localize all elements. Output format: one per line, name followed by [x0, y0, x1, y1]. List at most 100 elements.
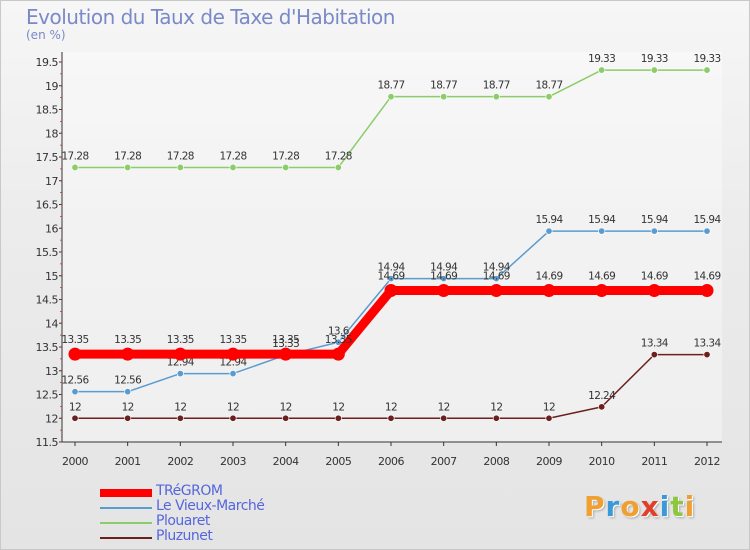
data-label-tregrom: 13.35	[167, 334, 194, 346]
data-label-le-vieux-marche: 13.33	[272, 338, 299, 350]
data-point-le-vieux-marche	[124, 388, 132, 396]
data-label-le-vieux-marche: 15.94	[588, 214, 616, 226]
chart-title: Evolution du Taux de Taxe d'Habitation	[26, 5, 395, 29]
data-label-plouaret: 19.33	[588, 53, 615, 65]
data-point-le-vieux-marche	[545, 227, 553, 235]
data-point-plouaret	[387, 93, 395, 101]
data-label-tregrom: 14.69	[430, 270, 457, 282]
data-point-plouaret	[282, 163, 290, 171]
data-point-plouaret	[71, 163, 79, 171]
y-tick-label: 16.5	[36, 199, 59, 212]
data-point-le-vieux-marche	[229, 370, 237, 378]
y-tick-label: 19.5	[36, 56, 59, 69]
y-tick-label: 13.5	[36, 341, 59, 354]
data-point-pluzunet	[440, 414, 448, 422]
data-label-plouaret: 19.33	[693, 53, 720, 65]
data-point-plouaret	[176, 163, 184, 171]
data-label-le-vieux-marche: 12.56	[114, 375, 142, 387]
data-label-pluzunet: 12	[332, 401, 344, 413]
data-label-plouaret: 17.28	[167, 150, 194, 162]
x-tick-label: 2008	[483, 455, 509, 468]
legend-swatch	[100, 507, 152, 509]
data-point-plouaret	[440, 93, 448, 101]
data-label-pluzunet: 12	[174, 401, 186, 413]
data-label-pluzunet: 12	[69, 401, 81, 413]
logo-letter: r	[605, 490, 621, 523]
legend-label: Le Vieux-Marché	[156, 498, 265, 514]
y-tick-label: 12.5	[36, 389, 59, 402]
legend-label: Plouaret	[156, 513, 210, 529]
data-point-le-vieux-marche	[176, 370, 184, 378]
data-label-tregrom: 13.35	[325, 334, 352, 346]
data-point-plouaret	[229, 163, 237, 171]
y-tick-label: 18.5	[36, 104, 59, 117]
plot-area	[62, 52, 722, 442]
data-point-le-vieux-marche	[598, 227, 606, 235]
data-label-tregrom: 14.69	[377, 270, 404, 282]
data-label-plouaret: 18.77	[377, 80, 404, 92]
y-tick-label: 17	[45, 175, 58, 188]
y-tick-label: 11.5	[36, 436, 59, 449]
data-label-le-vieux-marche: 13.6	[328, 325, 350, 337]
data-label-plouaret: 17.28	[325, 150, 352, 162]
data-label-plouaret: 19.33	[641, 53, 668, 65]
data-label-tregrom: 14.69	[483, 270, 510, 282]
data-point-tregrom	[226, 347, 240, 361]
data-point-le-vieux-marche	[703, 227, 711, 235]
data-label-plouaret: 17.28	[114, 150, 141, 162]
y-tick-label: 14.5	[36, 294, 59, 307]
data-point-plouaret	[124, 163, 132, 171]
data-label-tregrom: 13.35	[61, 334, 88, 346]
legend-swatch	[100, 522, 152, 524]
logo-letter: o	[620, 490, 641, 523]
logo-letter: P	[584, 490, 606, 523]
data-label-pluzunet: 12	[490, 401, 502, 413]
data-point-tregrom	[173, 347, 187, 361]
data-label-pluzunet: 12	[280, 401, 292, 413]
data-label-le-vieux-marche: 15.94	[693, 214, 721, 226]
y-tick-label: 13	[45, 365, 58, 378]
proxiti-logo: Proxiti	[584, 490, 695, 523]
data-point-plouaret	[703, 66, 711, 74]
x-tick-label: 2007	[431, 455, 457, 468]
data-label-pluzunet: 12	[227, 401, 239, 413]
data-label-tregrom: 14.69	[693, 270, 720, 282]
data-point-plouaret	[545, 93, 553, 101]
data-point-plouaret	[492, 93, 500, 101]
x-tick-label: 2010	[589, 455, 615, 468]
data-point-pluzunet	[545, 414, 553, 422]
data-point-tregrom	[542, 283, 556, 297]
y-tick-label: 15.5	[36, 246, 59, 259]
data-label-plouaret: 17.28	[61, 150, 88, 162]
data-label-le-vieux-marche: 14.94	[377, 262, 405, 274]
data-point-tregrom	[489, 283, 503, 297]
data-point-tregrom	[331, 347, 345, 361]
y-tick-label: 17.5	[36, 151, 59, 164]
data-label-plouaret: 17.28	[272, 150, 299, 162]
logo-letter: t	[670, 490, 685, 523]
logo-letter: i	[659, 490, 671, 523]
data-point-le-vieux-marche	[492, 275, 500, 283]
legend-label: TRéGROM	[156, 483, 223, 499]
legend-swatch	[100, 537, 152, 539]
data-label-pluzunet: 12	[438, 401, 450, 413]
data-label-pluzunet: 12	[385, 401, 397, 413]
data-label-pluzunet: 12	[122, 401, 134, 413]
data-label-le-vieux-marche: 12.56	[61, 375, 89, 387]
data-point-plouaret	[598, 66, 606, 74]
x-tick-label: 2004	[273, 455, 299, 468]
data-label-le-vieux-marche: 14.94	[430, 262, 458, 274]
data-label-tregrom: 13.35	[272, 334, 299, 346]
data-label-tregrom: 13.35	[219, 334, 246, 346]
y-tick-label: 16	[45, 222, 58, 235]
data-point-plouaret	[334, 163, 342, 171]
legend-label: Pluzunet	[156, 528, 213, 544]
data-label-plouaret: 18.77	[483, 80, 510, 92]
y-tick-label: 15	[45, 270, 58, 283]
data-point-pluzunet	[176, 414, 184, 422]
data-label-pluzunet: 12.24	[588, 390, 616, 402]
data-point-le-vieux-marche	[387, 275, 395, 283]
legend-swatch	[100, 489, 152, 497]
